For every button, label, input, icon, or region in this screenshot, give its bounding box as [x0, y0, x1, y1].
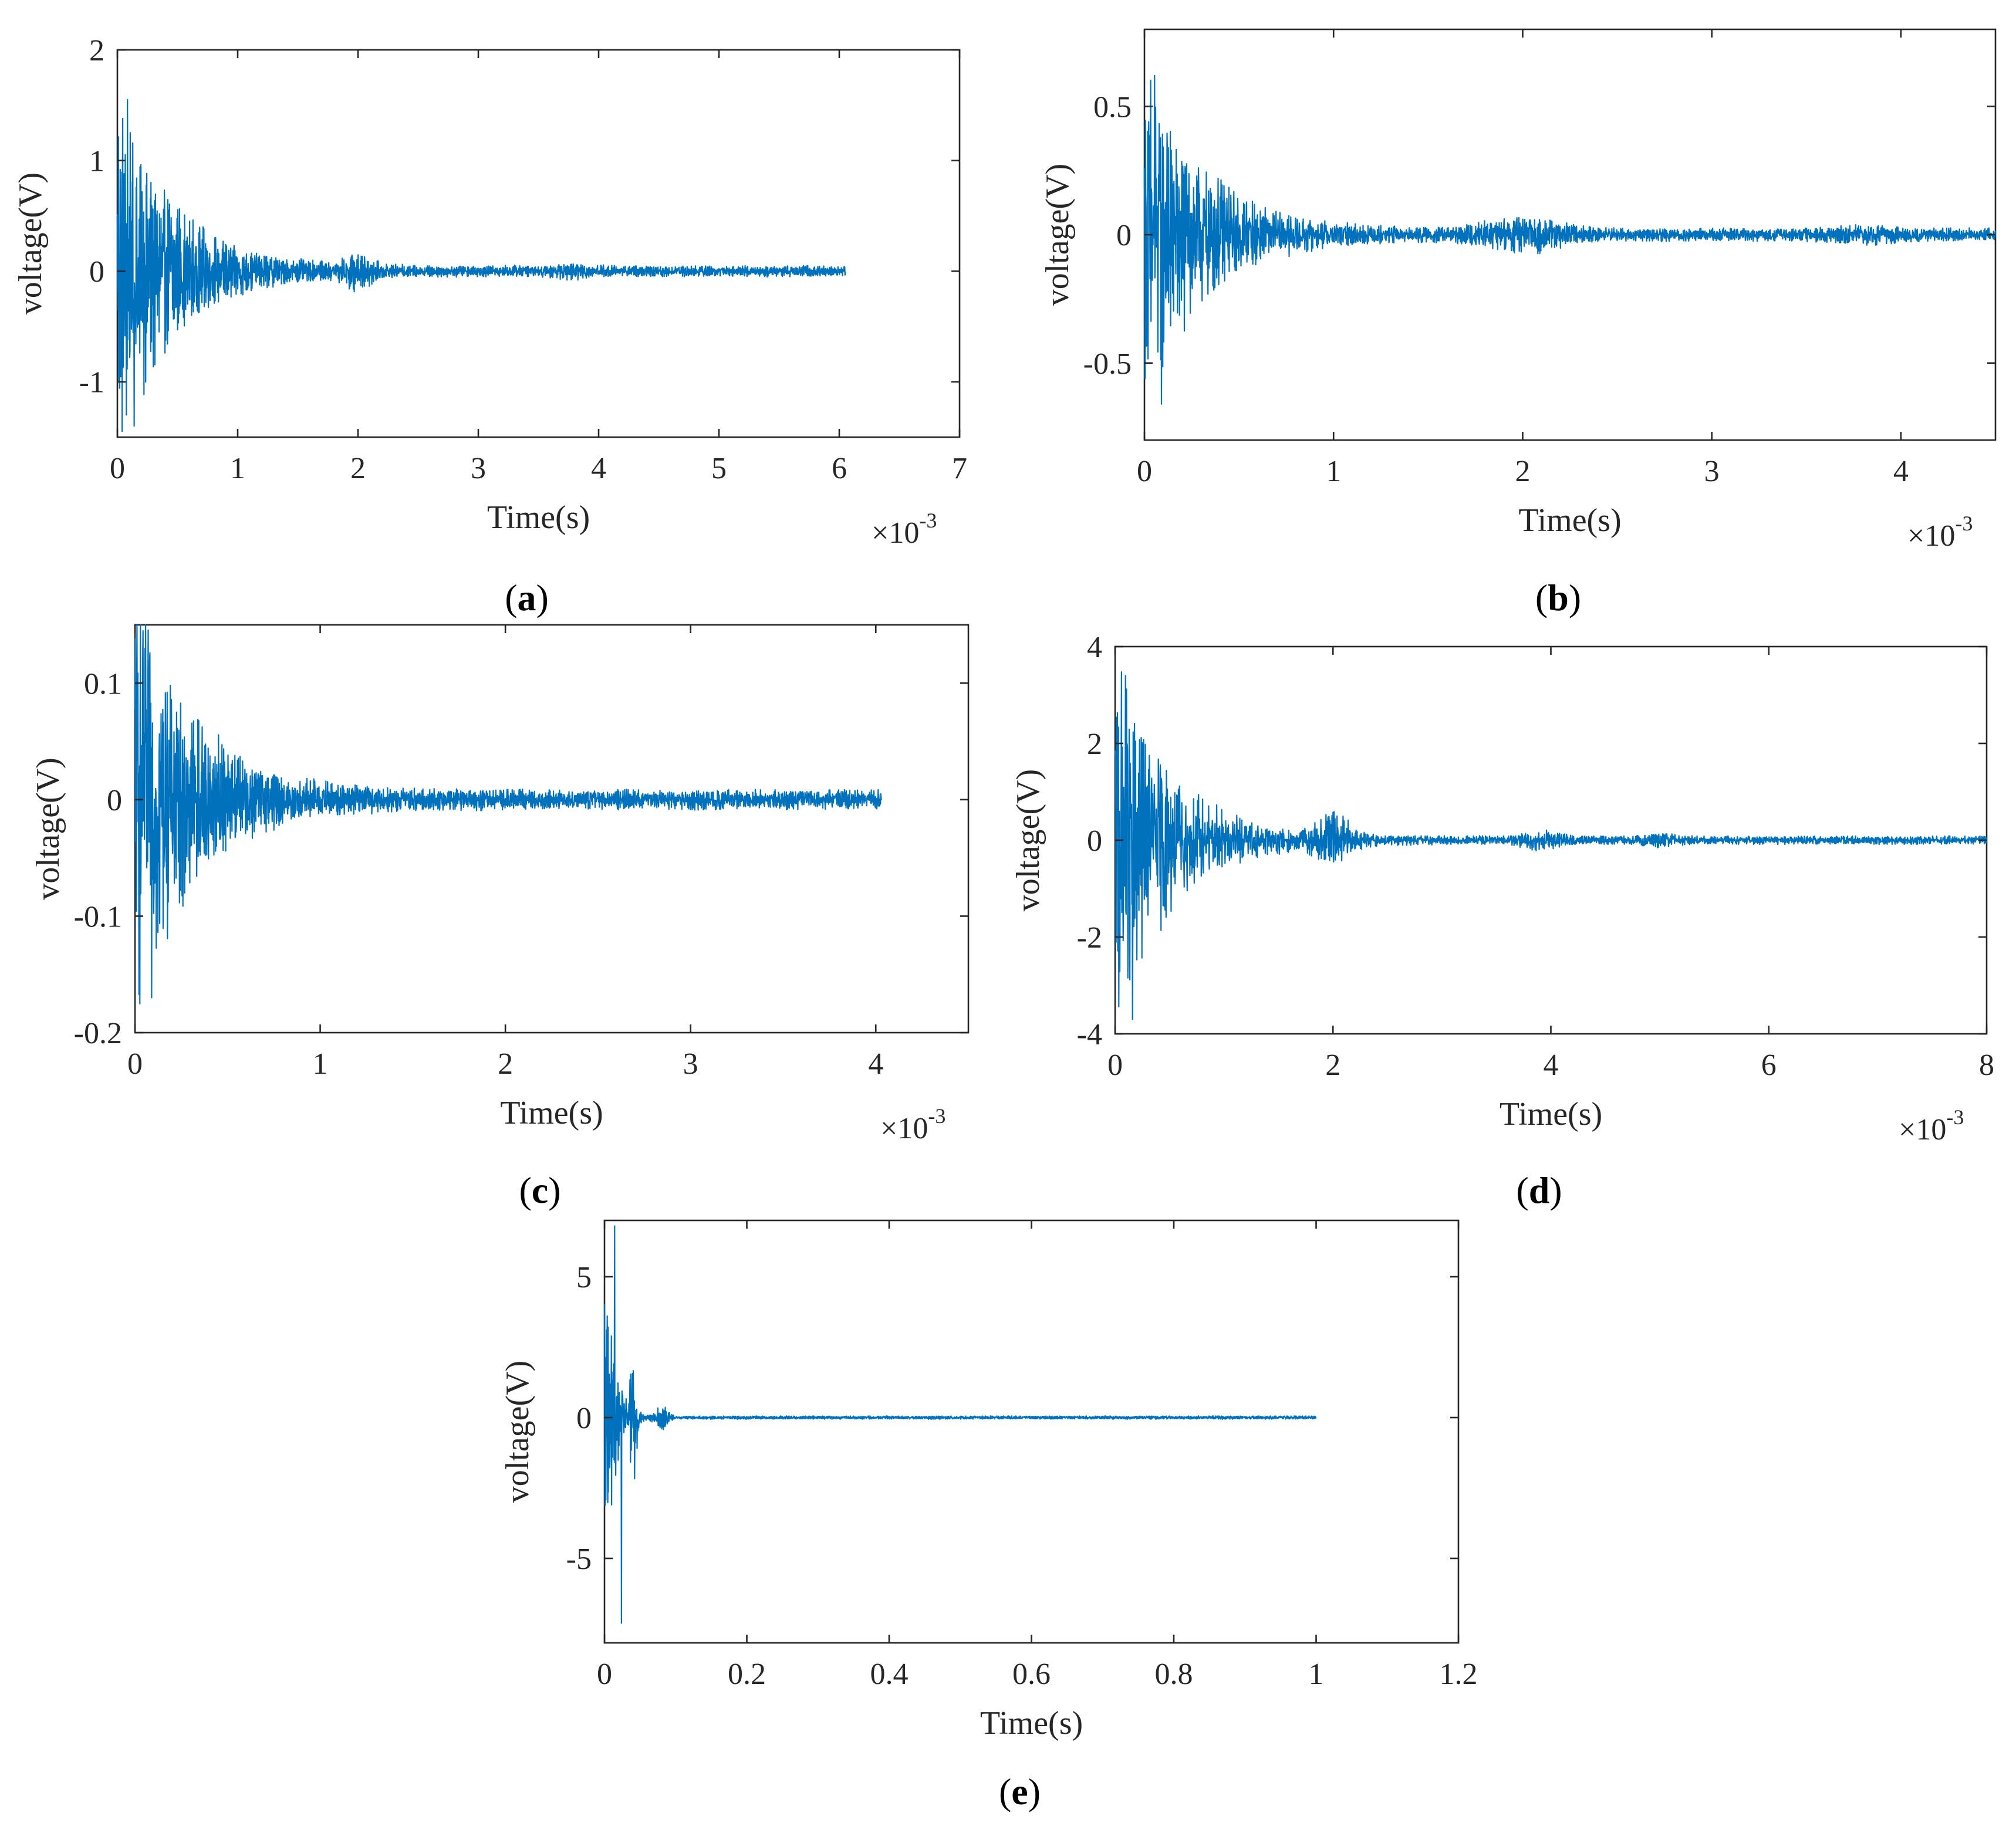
y-tick-label-d: -4	[1077, 1018, 1102, 1051]
x-tick-label-a: 0	[110, 452, 125, 485]
y-tick-label-e: 0	[576, 1402, 592, 1435]
y-tick-label-c: 0.1	[84, 667, 122, 701]
signal-line-d	[1114, 671, 1988, 1020]
y-axis-label-e: voltage(V)	[499, 1361, 536, 1503]
x-tick-label-d: 2	[1325, 1049, 1340, 1082]
chart-a: 0 1 2 3 4 5 6 7 -1 0 1 2 Time(s) voltage(V) ×10-3 (a)	[12, 34, 967, 618]
chart-e: 0 0.2 0.4 0.6 0.8 1 1.2 -5 0 5 Time(s) voltage(V) (e…	[499, 1219, 1478, 1812]
x-tick-label-b: 2	[1515, 455, 1530, 488]
y-axis-label-c: voltage(V)	[30, 757, 66, 900]
chart-c: 0 1 2 3 4 -0.2 -0.1 0 0.1 Time(s) voltage(V) ×10-3 (…	[30, 624, 970, 1211]
y-tick-label-b: -0.5	[1083, 347, 1132, 381]
x-tick-label-e: 0	[597, 1658, 612, 1691]
plot-frame-a	[116, 49, 961, 438]
x-tick-label-e: 0.8	[1155, 1658, 1193, 1691]
x-tick-label-e: 0.2	[728, 1658, 766, 1691]
y-tick-label-d: 4	[1087, 631, 1102, 664]
x-tick-label-a: 2	[350, 452, 366, 485]
y-tick-label-a: 1	[89, 145, 104, 178]
x-tick-label-b: 3	[1704, 455, 1720, 488]
y-tick-label-e: -5	[566, 1543, 592, 1576]
caption-d: (d)	[1516, 1169, 1562, 1211]
x-tick-label-c: 0	[127, 1047, 143, 1081]
plot-frame-c	[134, 624, 970, 1034]
caption-a: (a)	[505, 577, 549, 618]
signal-line-a	[116, 99, 846, 432]
y-axis-label-d: voltage(V)	[1010, 769, 1046, 912]
caption-c: (c)	[519, 1169, 560, 1211]
y-tick-label-a: -1	[79, 366, 104, 400]
x-tick-label-c: 4	[868, 1047, 883, 1081]
plot-frame-e	[603, 1219, 1460, 1644]
x-tick-label-a: 3	[471, 452, 486, 485]
x-tick-label-b: 0	[1137, 455, 1152, 488]
x-tick-label-c: 1	[313, 1047, 328, 1081]
x-axis-label-e: Time(s)	[980, 1705, 1083, 1741]
x-multiplier-c: ×10-3	[880, 1104, 945, 1145]
x-tick-label-e: 1.2	[1440, 1658, 1478, 1691]
y-tick-label-c: 0	[107, 784, 122, 817]
x-axis-label-b: Time(s)	[1518, 502, 1621, 539]
chart-b: 0 1 2 3 4 -0.5 0 0.5 Time(s) voltage(V) ×10-3 (b)	[1039, 28, 1997, 618]
x-multiplier-d: ×10-3	[1899, 1105, 1964, 1146]
signal-line-b	[1143, 75, 1997, 405]
y-tick-label-d: 0	[1087, 824, 1102, 858]
y-axis-label-b: voltage(V)	[1039, 164, 1076, 306]
x-axis-label-d: Time(s)	[1500, 1096, 1602, 1132]
y-tick-label-d: 2	[1087, 728, 1102, 761]
x-axis-label-a: Time(s)	[487, 499, 590, 536]
x-tick-label-b: 1	[1326, 455, 1341, 488]
y-tick-label-a: 2	[89, 34, 104, 67]
x-tick-label-a: 5	[711, 452, 727, 485]
x-tick-label-a: 7	[952, 452, 967, 485]
x-tick-label-c: 3	[683, 1047, 698, 1081]
caption-b: (b)	[1535, 577, 1581, 618]
x-tick-label-a: 6	[832, 452, 847, 485]
y-axis-label-a: voltage(V)	[12, 173, 49, 315]
y-tick-label-e: 5	[576, 1261, 592, 1294]
x-tick-label-b: 4	[1893, 455, 1909, 488]
y-tick-label-b: 0.5	[1093, 90, 1132, 124]
signal-line-c	[134, 624, 882, 1004]
signal-line-e	[603, 1225, 1317, 1624]
y-tick-label-d: -2	[1077, 921, 1102, 955]
x-tick-label-d: 4	[1544, 1049, 1559, 1082]
x-tick-label-d: 6	[1761, 1049, 1777, 1082]
x-multiplier-b: ×10-3	[1907, 512, 1973, 553]
y-tick-label-c: -0.1	[74, 900, 122, 934]
x-tick-label-c: 2	[498, 1047, 513, 1081]
caption-e: (e)	[999, 1771, 1041, 1812]
x-axis-label-c: Time(s)	[500, 1095, 603, 1131]
x-tick-label-d: 0	[1107, 1049, 1123, 1082]
x-multiplier-a: ×10-3	[872, 509, 937, 550]
y-tick-label-a: 0	[89, 255, 104, 289]
x-tick-label-e: 0.4	[870, 1658, 909, 1691]
y-tick-label-c: -0.2	[74, 1017, 122, 1050]
x-tick-label-e: 1	[1309, 1658, 1324, 1691]
x-tick-label-e: 0.6	[1012, 1658, 1051, 1691]
chart-d: 0 2 4 6 8 -4 -2 0 2 4 Time(s) voltage(V) ×10-3 (d)	[1010, 631, 1994, 1211]
x-tick-label-a: 4	[591, 452, 606, 485]
x-tick-label-a: 1	[230, 452, 245, 485]
x-tick-label-d: 8	[1979, 1049, 1994, 1082]
y-tick-label-b: 0	[1116, 219, 1132, 252]
